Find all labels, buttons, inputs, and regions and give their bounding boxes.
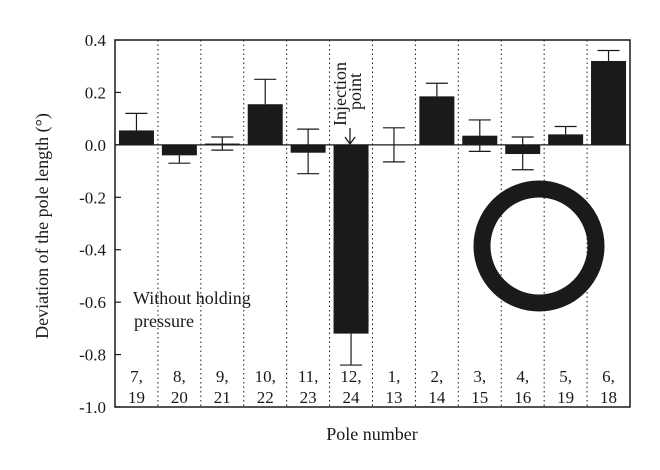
y-tick-label: 0.2 — [85, 83, 106, 102]
x-category-labels: 7, 19 8, 20 9, 21 10, 22 11, 23 12, 24 1, 13 2, 14 3, 15 4… — [128, 367, 617, 407]
y-tick-label: -0.6 — [79, 293, 106, 312]
bar — [419, 96, 455, 145]
category-separators — [157, 40, 588, 407]
bar — [591, 60, 627, 145]
injection-arrow — [344, 128, 356, 146]
category-label-line2: 19 — [128, 388, 145, 407]
category-label-line1: 2, — [431, 367, 444, 386]
category-label-line2: 18 — [600, 388, 617, 407]
category-label-line2: 14 — [428, 388, 446, 407]
category-label-line1: 12, — [340, 367, 361, 386]
y-tick-label: 0.0 — [85, 136, 106, 155]
category-label-line2: 15 — [471, 388, 488, 407]
injection-point-label-line1: Injection — [330, 62, 350, 126]
holding-pressure-label-line1: Without holding — [133, 288, 251, 308]
category-label-line2: 24 — [343, 388, 361, 407]
category-label-line2: 13 — [385, 388, 402, 407]
y-tick-label: -1.0 — [79, 398, 106, 417]
category-label-line1: 1, — [388, 367, 401, 386]
holding-pressure-label-line2: pressure — [134, 311, 194, 331]
category-label-line2: 19 — [557, 388, 574, 407]
category-label-line1: 6, — [602, 367, 615, 386]
bar — [247, 104, 283, 145]
category-label-line2: 20 — [171, 388, 188, 407]
category-label-line1: 4, — [516, 367, 529, 386]
x-axis-title: Pole number — [326, 424, 418, 444]
bar — [333, 144, 369, 334]
y-tick-label: 0.4 — [85, 31, 107, 50]
y-axis-ticks: 0.4 0.2 0.0 -0.2 -0.4 -0.6 -0.8 -1.0 — [79, 31, 121, 417]
y-tick-label: -0.4 — [79, 241, 106, 260]
y-tick-label: -0.8 — [79, 346, 106, 365]
error-bars — [125, 49, 620, 366]
category-label-line1: 8, — [173, 367, 186, 386]
bar — [161, 144, 197, 156]
category-label-line1: 11, — [298, 367, 319, 386]
category-label-line1: 5, — [559, 367, 572, 386]
injection-point-label-line2: point — [345, 73, 365, 110]
category-label-line1: 9, — [216, 367, 229, 386]
category-label-line2: 21 — [214, 388, 231, 407]
y-tick-label: -0.2 — [79, 188, 106, 207]
category-label-line1: 10, — [255, 367, 276, 386]
bars — [118, 60, 627, 334]
ring-part-icon — [473, 180, 605, 312]
category-label-line2: 22 — [257, 388, 274, 407]
category-label-line1: 7, — [130, 367, 143, 386]
category-label-line2: 16 — [514, 388, 531, 407]
bar — [548, 134, 584, 145]
category-label-line1: 3, — [473, 367, 486, 386]
bar — [118, 130, 154, 145]
category-label-line2: 23 — [300, 388, 317, 407]
y-axis-title: Deviation of the pole length (°) — [32, 113, 53, 339]
